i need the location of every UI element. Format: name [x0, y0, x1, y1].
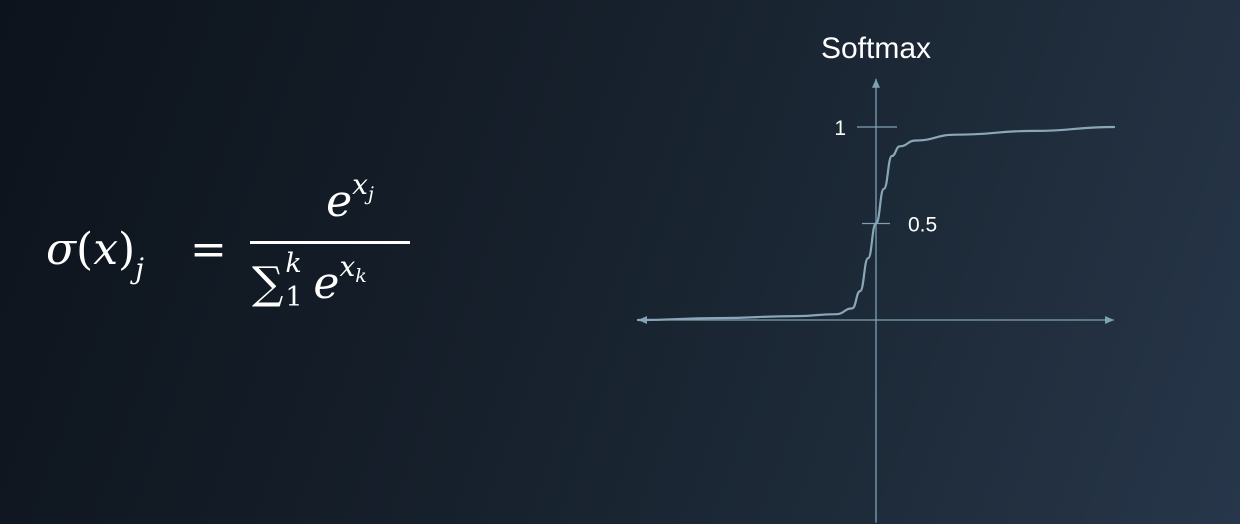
chart-ticks: 10.5 — [834, 117, 937, 237]
chart-series — [636, 125, 1116, 322]
summation-upper: k — [285, 248, 302, 279]
softmax-formula: σ(x)j = exj ∑ k 1 exk — [46, 171, 436, 328]
y-tick-label: 0.5 — [908, 214, 937, 237]
softmax-chart: Softmax 10.5 — [636, 32, 1116, 523]
denominator-base: e — [313, 258, 340, 309]
formula-denominator: ∑ k 1 exk — [252, 250, 367, 311]
numerator-exponent: xj — [352, 168, 374, 204]
formula-close-paren: ) — [118, 224, 136, 275]
summation-lower: 1 — [285, 282, 303, 313]
formula-equals: = — [190, 224, 227, 275]
softmax-curve — [636, 125, 1116, 322]
formula-x: x — [93, 224, 119, 275]
formula-lhs: σ(x)j — [46, 228, 144, 283]
denominator-exp-var: x — [339, 250, 356, 283]
formula-numerator: exj — [290, 171, 410, 224]
chart-axes — [638, 78, 1114, 523]
x-axis-right-arrow — [1105, 316, 1114, 324]
numerator-exp-sub: j — [367, 183, 374, 205]
y-tick-label: 1 — [834, 117, 846, 140]
formula-sigma: σ — [46, 224, 77, 275]
fraction-bar — [250, 241, 410, 244]
y-axis-arrow — [872, 78, 880, 88]
denominator-exp-sub: k — [355, 265, 367, 287]
numerator-base: e — [326, 176, 353, 227]
denominator-exponent: xk — [339, 250, 366, 286]
numerator-exp-var: x — [352, 168, 368, 201]
formula-subscript-j: j — [135, 252, 144, 285]
formula-open-paren: ( — [76, 224, 94, 275]
summation-sign: ∑ — [252, 258, 284, 309]
chart-title: Softmax — [821, 32, 931, 65]
